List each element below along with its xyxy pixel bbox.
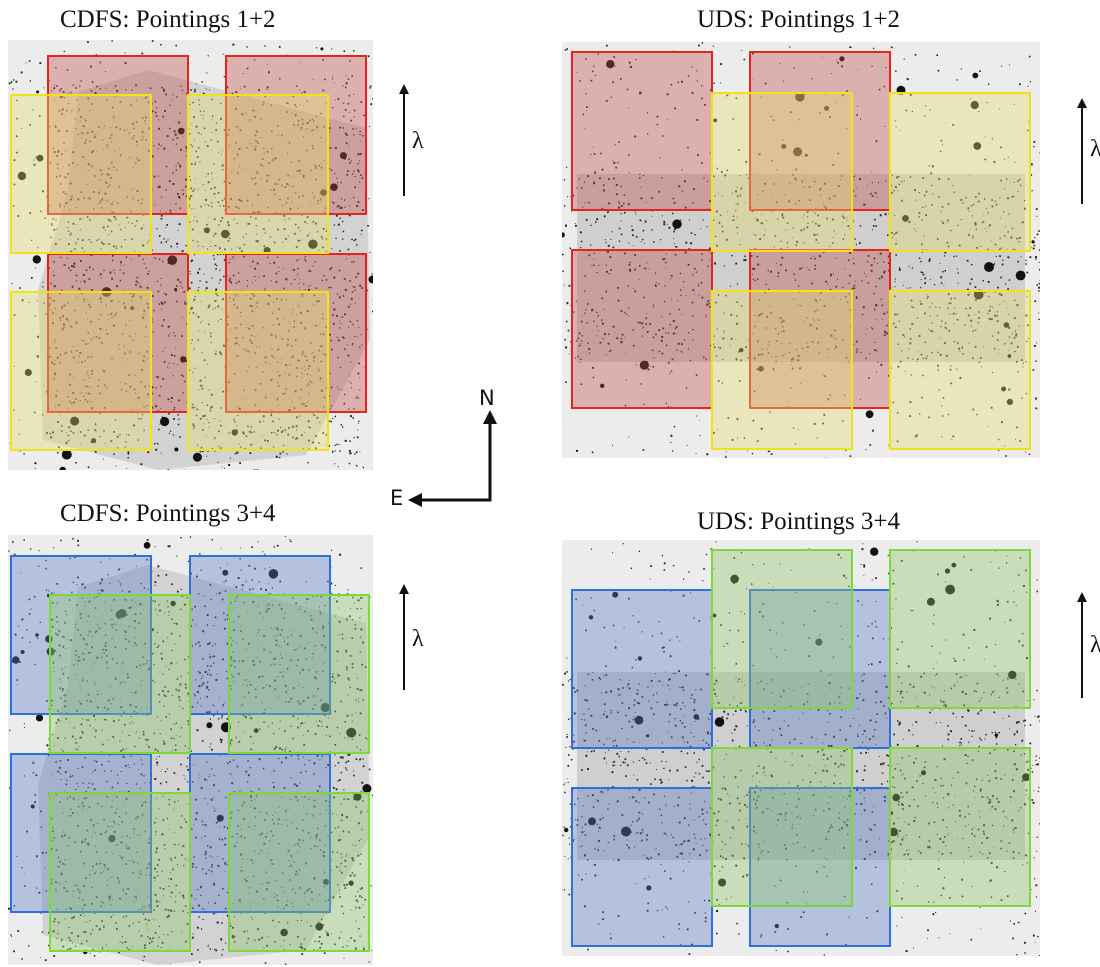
lambda-label: λ [1090, 632, 1100, 658]
pointing-box-green [889, 747, 1031, 907]
dispersion-indicator-cdfs-12: λ [396, 84, 436, 204]
north-label: N [479, 386, 495, 410]
panel-title-cdfs-12: CDFS: Pointings 1+2 [60, 6, 276, 33]
dispersion-indicator-uds-12: λ [1074, 98, 1100, 210]
pointing-box-red [47, 253, 189, 413]
uds-12-pointing-map [562, 42, 1040, 458]
field-image-uds-12 [562, 42, 1040, 458]
pointing-box-yellow [187, 94, 329, 254]
panel-title-uds-12: UDS: Pointings 1+2 [697, 6, 901, 33]
pointing-box-yellow [711, 290, 853, 450]
uds-34-pointing-map [562, 540, 1040, 956]
field-image-uds-34 [562, 540, 1040, 956]
lambda-label: λ [412, 128, 424, 154]
pointing-box-green [228, 594, 370, 754]
lambda-label: λ [412, 626, 424, 652]
pointing-box-red [749, 51, 891, 211]
pointing-box-green [228, 792, 370, 952]
lambda-label: λ [1090, 136, 1100, 162]
pointing-box-yellow [10, 94, 152, 254]
up-arrow-icon [1077, 592, 1087, 698]
pointing-box-green [711, 747, 853, 907]
field-image-cdfs-34 [8, 535, 373, 965]
sky-image [562, 42, 1040, 458]
pointing-box-green [889, 549, 1031, 709]
compass: N E [380, 380, 520, 520]
pointing-box-green [49, 792, 191, 952]
east-label: E [390, 486, 404, 510]
sky-image [8, 40, 373, 470]
up-arrow-icon [399, 584, 409, 690]
pointing-box-yellow [187, 291, 329, 451]
pointing-box-red [225, 55, 367, 215]
pointing-box-red [571, 249, 713, 409]
field-image-cdfs-12 [8, 40, 373, 470]
pointing-box-green [711, 549, 853, 709]
panel-title-uds-34: UDS: Pointings 3+4 [697, 508, 901, 535]
cdfs-12-pointing-map [8, 40, 373, 470]
panel-title-cdfs-34: CDFS: Pointings 3+4 [60, 500, 276, 527]
pointing-box-blue [189, 555, 331, 715]
pointing-box-yellow [10, 291, 152, 451]
dispersion-indicator-cdfs-34: λ [396, 584, 436, 696]
pointing-box-blue [189, 753, 331, 913]
pointing-box-yellow [889, 92, 1031, 252]
compass-arrows-icon [408, 410, 497, 507]
pointing-box-blue [571, 589, 713, 749]
up-arrow-icon [1077, 98, 1087, 204]
up-arrow-icon [399, 84, 409, 196]
pointing-box-blue [10, 753, 152, 913]
pointing-box-green [49, 594, 191, 754]
cdfs-34-pointing-map [8, 535, 373, 965]
pointing-box-red [47, 55, 189, 215]
pointing-box-yellow [889, 290, 1031, 450]
dispersion-indicator-uds-34: λ [1074, 592, 1100, 704]
sky-image [562, 541, 1040, 956]
pointing-box-blue [10, 555, 152, 715]
pointing-box-yellow [711, 92, 853, 252]
pointing-box-red [571, 51, 713, 211]
pointing-box-blue [571, 787, 713, 947]
